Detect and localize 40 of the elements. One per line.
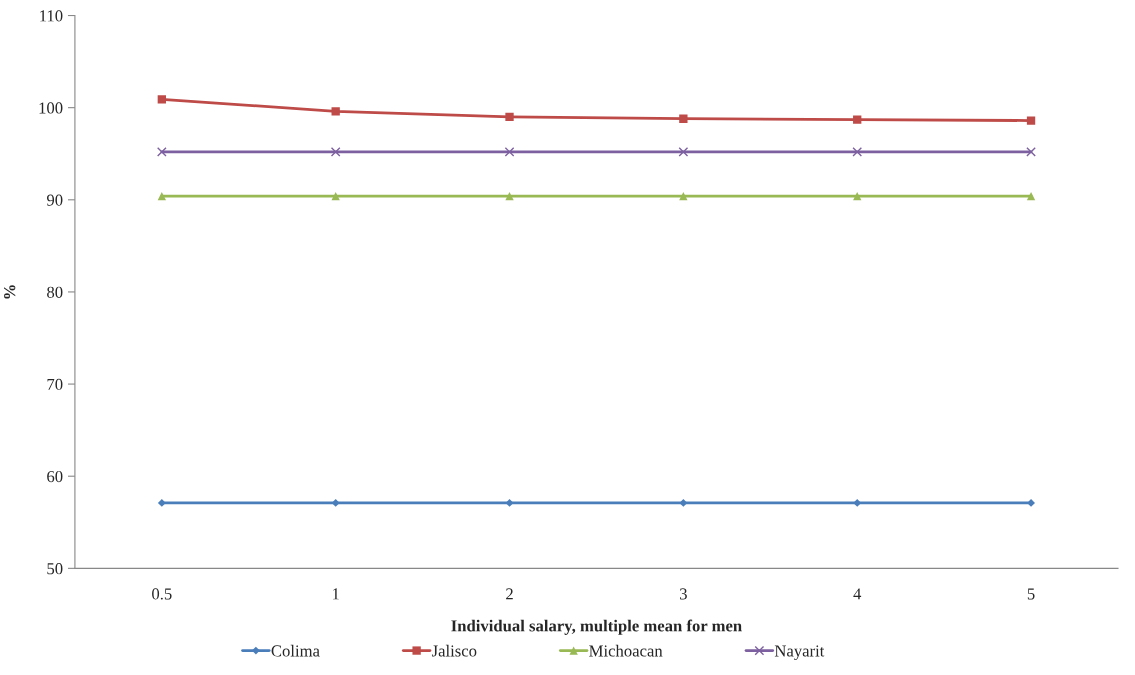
x-tick-label: 1	[332, 588, 339, 600]
y-tick-label: 60	[47, 470, 63, 483]
x-tick-label: 2	[506, 588, 513, 600]
x-tick-label: 0.5	[152, 588, 172, 600]
point	[679, 191, 688, 201]
legend-label: Jalisco	[431, 644, 477, 657]
y-tick-label: 100	[39, 102, 63, 114]
y-tick-label: 70	[47, 378, 63, 391]
point	[331, 191, 340, 201]
point	[679, 114, 688, 123]
point	[504, 147, 515, 157]
point	[157, 95, 166, 104]
x-tick-label: 5	[1027, 588, 1035, 600]
point	[1026, 116, 1036, 125]
x-tick-label: 4	[853, 588, 862, 600]
point	[505, 191, 514, 201]
y-tick-label: 110	[40, 10, 63, 22]
y-tick-label: 50	[47, 563, 63, 575]
point	[157, 191, 166, 201]
point	[331, 107, 340, 116]
point	[1027, 499, 1035, 507]
y-tick-label: 80	[47, 286, 63, 298]
point	[1026, 191, 1036, 201]
point	[852, 147, 863, 157]
point	[853, 191, 862, 201]
point	[678, 147, 689, 157]
point	[505, 499, 514, 507]
point	[1026, 147, 1036, 157]
point	[853, 115, 862, 124]
legend-label: Colima	[271, 644, 320, 657]
point	[330, 147, 341, 157]
x-axis-title: Individual salary, multiple mean for men	[451, 619, 742, 635]
point	[157, 499, 166, 507]
y-axis-title: %	[4, 285, 16, 299]
y-tick-label: 90	[46, 194, 63, 206]
point	[156, 147, 167, 157]
legend-label: Nayarit	[774, 645, 825, 660]
legend-label: Michoacan	[589, 644, 663, 657]
point	[505, 112, 514, 122]
x-tick-label: 3	[679, 588, 687, 600]
